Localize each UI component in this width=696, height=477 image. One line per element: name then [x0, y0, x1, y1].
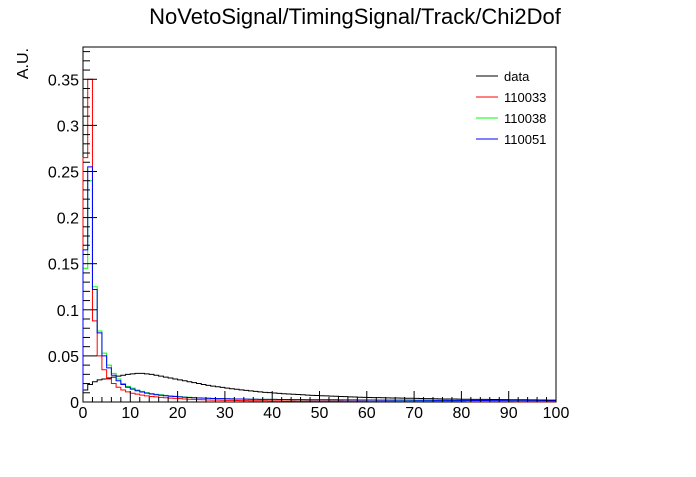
- x-tick-label: 30: [216, 405, 234, 422]
- y-tick-label: 0.25: [48, 164, 79, 181]
- x-tick-label: 80: [453, 405, 471, 422]
- chart-title: NoVetoSignal/TimingSignal/Track/Chi2Dof: [149, 4, 562, 29]
- y-tick-label: 0: [70, 395, 79, 412]
- legend-label: 110051: [504, 132, 546, 147]
- x-tick-label: 40: [263, 405, 281, 422]
- x-tick-label: 10: [121, 405, 139, 422]
- y-tick-label: 0.3: [57, 118, 79, 135]
- series-line-data: [82, 372, 557, 402]
- series-line-110038: [82, 180, 557, 402]
- x-tick-label: 60: [358, 405, 376, 422]
- legend-label: 110038: [504, 111, 546, 126]
- y-axis-label: A.U.: [15, 48, 32, 79]
- x-tick-label: 20: [169, 405, 187, 422]
- legend: data 110033 110038 110051: [476, 69, 546, 147]
- axis-layer: 0 10 20 30 40 50 60 70 80 90 100 0 0.05 0.1 0.15 0.2 0.2…: [48, 51, 570, 422]
- x-tick-label: 70: [405, 405, 423, 422]
- x-tick-label: 50: [311, 405, 329, 422]
- series-line-110051: [82, 166, 557, 402]
- y-tick-label: 0.15: [48, 257, 79, 274]
- x-tick-label: 100: [543, 405, 570, 422]
- series-layer: [82, 78, 557, 403]
- y-tick-label: 0.2: [57, 211, 79, 228]
- legend-label: 110033: [504, 90, 546, 105]
- legend-label: data: [504, 69, 530, 84]
- plot-frame: [82, 46, 557, 403]
- series-line-110033: [82, 78, 557, 403]
- x-tick-label: 90: [500, 405, 518, 422]
- y-tick-label: 0.35: [48, 72, 79, 89]
- y-tick-label: 0.05: [48, 349, 79, 366]
- y-tick-label: 0.1: [57, 303, 79, 320]
- x-tick-label: 0: [79, 405, 88, 422]
